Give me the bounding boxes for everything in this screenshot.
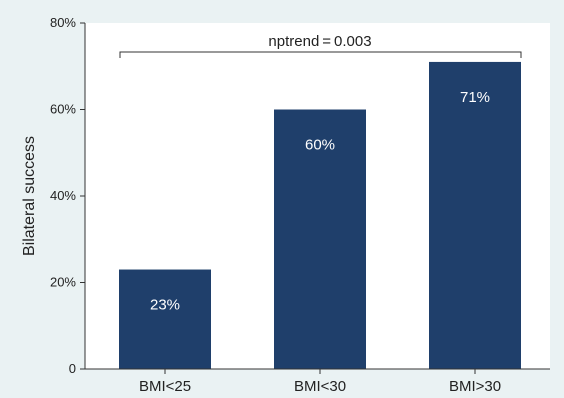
y-tick-label: 80% — [50, 15, 76, 30]
bar-labels: 23% 60% 71% — [150, 89, 490, 314]
bar-value-label: 60% — [305, 137, 335, 154]
y-tick-label: 60% — [50, 102, 76, 117]
x-tick-label: BMI<25 — [139, 378, 191, 395]
bar-value-label: 23% — [150, 297, 180, 314]
bar-BMI<30 — [274, 109, 366, 369]
y-ticks: 0 20% 40% 60% 80% — [50, 15, 85, 376]
bars — [119, 61, 521, 370]
y-axis-title: Bilateral success — [21, 136, 38, 256]
y-tick-label: 20% — [50, 275, 76, 290]
trend-annotation: nptrend = 0.003 — [268, 33, 371, 50]
bar-BMI<25 — [119, 269, 211, 369]
y-tick-label: 40% — [50, 188, 76, 203]
trend-bracket — [119, 51, 522, 58]
x-tick-label: BMI>30 — [449, 378, 501, 395]
x-ticks: BMI<25 BMI<30 BMI>30 — [139, 369, 501, 395]
y-tick-label: 0 — [69, 361, 76, 376]
x-tick-label: BMI<30 — [294, 378, 346, 395]
bar-BMI>30 — [429, 61, 521, 370]
bar-value-label: 71% — [460, 89, 490, 106]
